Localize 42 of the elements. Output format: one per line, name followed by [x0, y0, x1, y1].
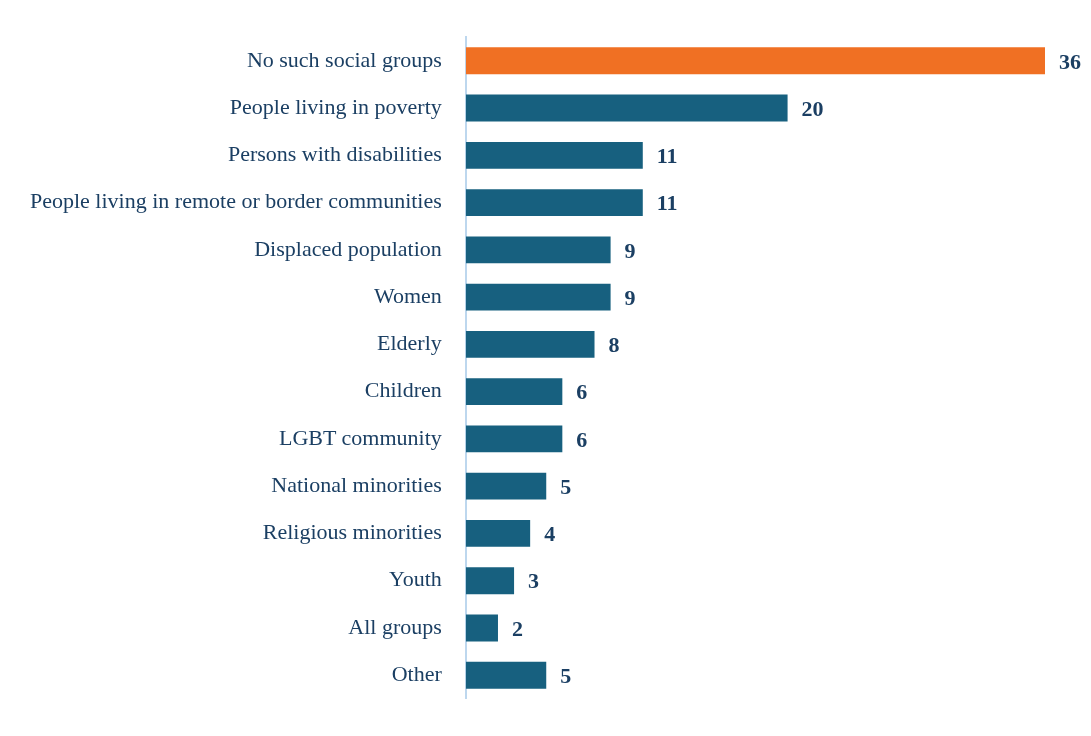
bar: [465, 94, 788, 122]
y-tick-label: Women: [373, 282, 442, 308]
bar: [465, 661, 547, 689]
bar: [465, 141, 643, 169]
data-label: 5: [560, 662, 572, 688]
data-label: 9: [624, 284, 636, 310]
y-tick-label: Elderly: [377, 330, 442, 356]
y-tick-label: Displaced population: [254, 235, 442, 261]
bar: [465, 614, 498, 642]
data-label: 6: [576, 379, 588, 405]
y-tick-label: LGBT community: [279, 424, 442, 450]
data-label: 9: [624, 237, 636, 263]
data-label: 5: [560, 473, 572, 499]
data-label: 36: [1059, 48, 1081, 74]
data-label: 3: [528, 568, 540, 594]
bar: [465, 567, 515, 595]
y-tick-label: Children: [364, 377, 442, 403]
bar: [465, 378, 563, 406]
y-tick-label: Persons with disabilities: [227, 141, 442, 167]
y-tick-label: No such social groups: [246, 46, 442, 72]
bar: [465, 425, 563, 453]
y-tick-label: People living in remote or border communities: [29, 188, 442, 214]
y-tick-label: All groups: [348, 613, 442, 639]
bar: [465, 472, 547, 500]
data-label: 11: [656, 190, 678, 216]
y-tick-label: National minorities: [271, 471, 442, 497]
y-tick-label: Youth: [388, 566, 442, 592]
data-label: 20: [801, 95, 824, 121]
data-label: 2: [511, 615, 523, 641]
data-label: 11: [656, 143, 678, 169]
bar: [465, 189, 643, 217]
bar: [465, 47, 1045, 75]
data-label: 6: [576, 426, 588, 452]
data-label: 4: [544, 521, 556, 547]
y-tick-label: Religious minorities: [262, 519, 442, 545]
data-label: 8: [608, 332, 620, 358]
bar: [465, 330, 595, 358]
y-tick-label: Other: [391, 660, 443, 686]
bar: [465, 236, 611, 264]
bar: [465, 283, 611, 311]
bar: [465, 519, 531, 547]
y-tick-label: People living in poverty: [229, 93, 442, 119]
